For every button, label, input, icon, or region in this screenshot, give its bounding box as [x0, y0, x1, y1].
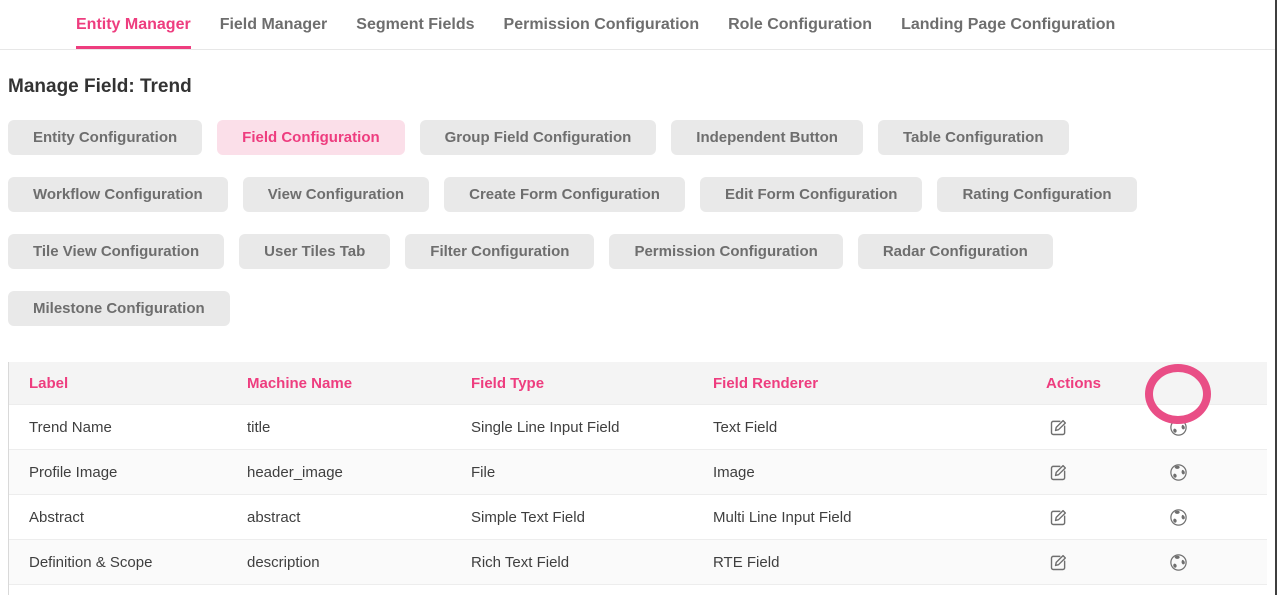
table-row-abstract: Abstract abstract Simple Text Field Mult…: [9, 494, 1267, 539]
pill-tile-view-configuration[interactable]: Tile View Configuration: [8, 234, 225, 269]
pill-rating-configuration[interactable]: Rating Configuration: [937, 177, 1137, 212]
cell-machine-name: header_image: [247, 463, 343, 481]
column-header-label: Label: [29, 374, 69, 392]
translate-globe-icon[interactable]: [1166, 415, 1190, 439]
empty-action-slot: [1106, 415, 1130, 439]
table-row-trend-name: Trend Name title Single Line Input Field…: [9, 404, 1267, 449]
pill-edit-form-configuration[interactable]: Edit Form Configuration: [699, 177, 923, 212]
cell-field-renderer: Multi Line Input Field: [713, 508, 852, 526]
pill-workflow-configuration[interactable]: Workflow Configuration: [8, 177, 228, 212]
empty-action-slot: [1226, 460, 1250, 484]
pill-entity-configuration[interactable]: Entity Configuration: [8, 120, 203, 155]
column-header-field-renderer: Field Renderer: [713, 374, 819, 392]
tab-permission-configuration[interactable]: Permission Configuration: [503, 15, 700, 33]
table-header-row: Label Machine Name Field Type Field Rend…: [9, 362, 1267, 404]
cell-field-renderer: Text Field: [713, 418, 778, 436]
empty-action-slot: [1226, 505, 1250, 529]
column-header-field-type: Field Type: [471, 374, 545, 392]
empty-action-slot: [1106, 550, 1130, 574]
cell-field-type: Single Line Input Field: [471, 418, 620, 436]
cell-field-type: File: [471, 463, 496, 481]
pill-table-configuration[interactable]: Table Configuration: [877, 120, 1069, 155]
configuration-pill-group: Entity Configuration Field Configuration…: [8, 120, 1267, 326]
translate-globe-icon[interactable]: [1166, 460, 1190, 484]
cell-field-renderer: RTE Field: [713, 553, 780, 571]
edit-icon[interactable]: [1046, 415, 1070, 439]
cell-machine-name: title: [247, 418, 271, 436]
tab-segment-fields[interactable]: Segment Fields: [356, 15, 475, 33]
column-header-actions: Actions: [1046, 374, 1102, 392]
cell-actions: [1046, 460, 1267, 484]
table-row-profile-image: Profile Image header_image File Image: [9, 449, 1267, 494]
table-row-trend-maturity-level: Trend Maturity Level trend_maturity_leve…: [9, 584, 1267, 595]
cell-field-renderer: Image: [713, 463, 755, 481]
empty-action-slot: [1106, 505, 1130, 529]
cell-actions: [1046, 415, 1267, 439]
empty-action-slot: [1106, 460, 1130, 484]
pill-create-form-configuration[interactable]: Create Form Configuration: [444, 177, 685, 212]
cell-label: Definition & Scope: [29, 553, 153, 571]
cell-label: Trend Name: [29, 418, 112, 436]
table-row-definition-scope: Definition & Scope description Rich Text…: [9, 539, 1267, 584]
edit-icon[interactable]: [1046, 505, 1070, 529]
top-tab-bar: Entity Manager Field Manager Segment Fie…: [0, 0, 1275, 50]
pill-radar-configuration[interactable]: Radar Configuration: [857, 234, 1053, 269]
cell-machine-name: abstract: [247, 508, 301, 526]
tab-role-configuration[interactable]: Role Configuration: [728, 15, 873, 33]
tab-field-manager[interactable]: Field Manager: [219, 15, 328, 33]
empty-action-slot: [1226, 550, 1250, 574]
pill-independent-button[interactable]: Independent Button: [671, 120, 863, 155]
translate-globe-icon[interactable]: [1166, 505, 1190, 529]
cell-label: Profile Image: [29, 463, 118, 481]
cell-machine-name: description: [247, 553, 320, 571]
column-header-machine-name: Machine Name: [247, 374, 353, 392]
page-title: Manage Field: Trend: [8, 76, 192, 97]
pill-filter-configuration[interactable]: Filter Configuration: [405, 234, 595, 269]
cell-field-type: Simple Text Field: [471, 508, 585, 526]
tab-entity-manager[interactable]: Entity Manager: [76, 0, 191, 49]
cell-actions: [1046, 505, 1267, 529]
pill-user-tiles-tab[interactable]: User Tiles Tab: [239, 234, 391, 269]
pill-group-field-configuration[interactable]: Group Field Configuration: [419, 120, 657, 155]
fields-table: Label Machine Name Field Type Field Rend…: [8, 362, 1267, 595]
tab-landing-page-configuration[interactable]: Landing Page Configuration: [901, 15, 1116, 33]
pill-permission-configuration[interactable]: Permission Configuration: [609, 234, 843, 269]
pill-field-configuration[interactable]: Field Configuration: [217, 120, 405, 155]
translate-globe-icon[interactable]: [1166, 550, 1190, 574]
edit-icon[interactable]: [1046, 550, 1070, 574]
cell-field-type: Rich Text Field: [471, 553, 570, 571]
cell-label: Abstract: [29, 508, 85, 526]
cell-actions: [1046, 550, 1267, 574]
pill-milestone-configuration[interactable]: Milestone Configuration: [8, 291, 230, 326]
empty-action-slot: [1226, 415, 1250, 439]
edit-icon[interactable]: [1046, 460, 1070, 484]
pill-view-configuration[interactable]: View Configuration: [242, 177, 430, 212]
